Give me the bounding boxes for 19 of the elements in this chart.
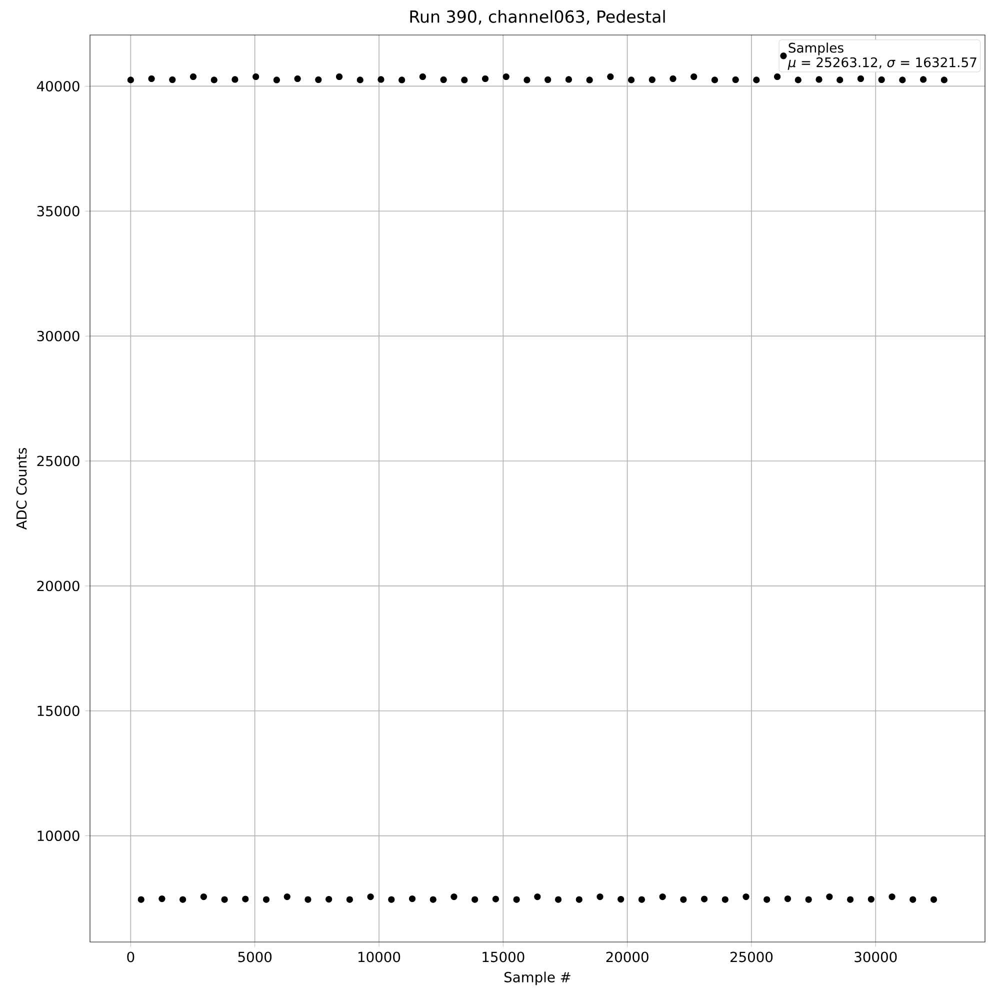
x-axis-title: Sample #: [504, 972, 570, 986]
y-axis-title: ADC Counts: [16, 448, 27, 530]
y-tick-label: 40000: [36, 80, 80, 92]
x-tick-label: 25000: [730, 952, 773, 962]
x-tick-label: 0: [127, 952, 134, 962]
x-tick-label: 15000: [482, 952, 524, 962]
x-tick-label: 30000: [854, 952, 897, 962]
annotation: μ = 25263.12, σ = 16321.57: [788, 57, 976, 70]
legend-label: Samples: [788, 42, 844, 56]
y-tick-label: 20000: [37, 580, 80, 592]
y-tick-label: 10000: [38, 830, 80, 842]
chart-title: Run 390, channel063, Pedestal: [410, 10, 665, 25]
y-tick-label: 30000: [37, 330, 80, 342]
y-tick-label: 35000: [37, 206, 80, 216]
y-tick-label: 15000: [38, 706, 80, 716]
x-tick-label: 10000: [358, 952, 400, 962]
y-tick-label: 25000: [37, 456, 80, 466]
x-tick-label: 5000: [238, 952, 272, 962]
x-tick-label: 20000: [606, 952, 648, 962]
